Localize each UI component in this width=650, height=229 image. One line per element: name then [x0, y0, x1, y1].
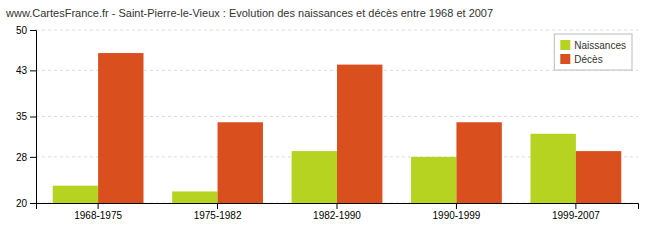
bar [172, 191, 217, 203]
tick-label: 1990-1999 [433, 210, 481, 221]
series [98, 53, 621, 203]
axis-line [37, 204, 639, 210]
tick: 1975-1982 [194, 203, 242, 221]
bar [576, 151, 621, 203]
chart: www.CartesFrance.fr - Saint-Pierre-le-Vi… [0, 0, 650, 229]
tick-label: 1982-1990 [313, 210, 361, 221]
legend-label: Décès [574, 54, 602, 65]
plot: 20 28 35 43 50 1968-1975 1975-1982 1982-1990 199… [16, 25, 639, 229]
axis-line [30, 31, 37, 204]
bars [53, 53, 622, 203]
tick-label: 1975-1982 [194, 210, 242, 221]
bar [292, 151, 337, 203]
tick-mark [575, 203, 576, 209]
legend-swatch [560, 40, 570, 50]
bar [456, 122, 501, 203]
tick-mark [30, 203, 36, 204]
tick-mark [337, 203, 338, 209]
tick: 35 [16, 111, 36, 122]
tick-mark [30, 70, 36, 71]
tick: 50 [16, 25, 36, 36]
bar [98, 53, 143, 203]
tick-mark [217, 203, 218, 209]
bar [218, 122, 263, 203]
tick-mark [30, 157, 36, 158]
tick: 43 [16, 65, 36, 76]
tick-label: 28 [16, 152, 28, 163]
tick-label: 1968-1975 [74, 210, 122, 221]
tick: 1968-1975 [74, 203, 122, 221]
bar [411, 157, 456, 203]
tick-label: 35 [16, 111, 28, 122]
tick-mark [98, 203, 99, 209]
bar [531, 134, 576, 203]
title: www.CartesFrance.fr - Saint-Pierre-le-Vi… [5, 7, 493, 19]
grid-line [36, 30, 638, 31]
tick-mark [456, 203, 457, 209]
tick: 1982-1990 [313, 203, 361, 221]
tick: 20 [16, 198, 36, 209]
legend-box [554, 34, 632, 70]
tick-mark [30, 30, 36, 31]
tick-label: 43 [16, 65, 28, 76]
tick-mark [30, 117, 36, 118]
y-axis: 20 28 35 43 50 [16, 25, 37, 209]
x-axis: 1968-1975 1975-1982 1982-1990 1990-1999 1999… [37, 203, 639, 221]
tick-label: 1999-2007 [552, 210, 600, 221]
tick-label: 50 [16, 25, 28, 36]
tick: 28 [16, 152, 36, 163]
legend-label: Naissances [574, 40, 626, 51]
legend-swatch [560, 54, 570, 64]
tick: 1999-2007 [552, 203, 600, 221]
legend: Naissances Décès [554, 34, 632, 70]
tick: 1990-1999 [433, 203, 481, 221]
bar [53, 186, 98, 203]
legend-item: Naissances [560, 40, 626, 51]
legend-item: Décès [560, 54, 602, 65]
bar [337, 65, 382, 203]
tick-label: 20 [16, 198, 28, 209]
